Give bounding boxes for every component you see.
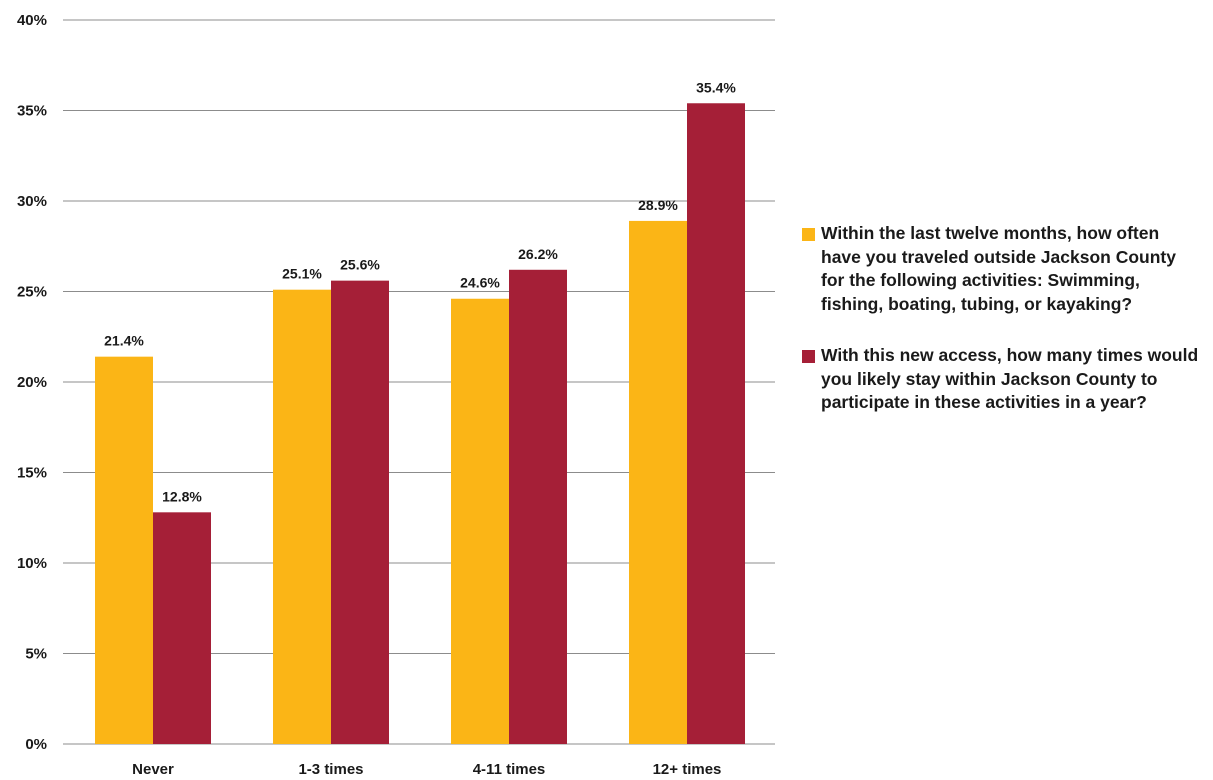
bar [273, 289, 331, 744]
bar [451, 298, 509, 744]
bar [629, 220, 687, 744]
bars [95, 103, 745, 744]
data-label: 25.1% [282, 266, 322, 282]
y-tick-label: 25% [17, 284, 47, 301]
x-tick-label: 1-3 times [298, 761, 363, 778]
y-tick-label: 40% [17, 12, 47, 29]
bar [95, 356, 153, 744]
x-tick-label: Never [132, 761, 174, 778]
y-tick-label: 15% [17, 465, 47, 482]
bar [687, 103, 745, 744]
legend-item-series-1: Within the last twelve months, how often… [802, 222, 1202, 316]
data-label: 21.4% [104, 333, 144, 349]
y-axis-ticks: 0% 5% 10% 15% 20% 25% 30% 35% 40% [17, 12, 47, 753]
x-tick-label: 4-11 times [473, 761, 546, 778]
legend-item-series-2: With this new access, how many times wou… [802, 344, 1202, 415]
y-tick-label: 10% [17, 555, 47, 572]
legend-swatch-series-1 [802, 228, 815, 241]
y-tick-label: 0% [25, 736, 47, 753]
data-label: 26.2% [518, 246, 558, 262]
data-labels: 21.4% 12.8% 25.1% 25.6% 24.6% 26.2% 28.9% 35.4% [104, 79, 736, 504]
data-label: 25.6% [340, 257, 380, 273]
x-tick-label: 12+ times [653, 761, 722, 778]
data-label: 28.9% [638, 197, 678, 213]
data-label: 12.8% [162, 488, 202, 504]
y-tick-label: 20% [17, 374, 47, 391]
legend-label-series-2: With this new access, how many times wou… [821, 345, 1199, 412]
bar [331, 280, 389, 744]
legend-label-series-1: Within the last twelve months, how often… [821, 223, 1176, 314]
bar [509, 269, 567, 744]
bar [153, 512, 211, 744]
y-tick-label: 5% [25, 646, 47, 663]
y-tick-label: 30% [17, 193, 47, 210]
legend: Within the last twelve months, how often… [802, 222, 1202, 415]
legend-swatch-series-2 [802, 350, 815, 363]
x-axis-ticks: Never 1-3 times 4-11 times 12+ times [132, 761, 721, 778]
data-label: 24.6% [460, 275, 500, 291]
y-tick-label: 35% [17, 103, 47, 120]
data-label: 35.4% [696, 79, 736, 95]
